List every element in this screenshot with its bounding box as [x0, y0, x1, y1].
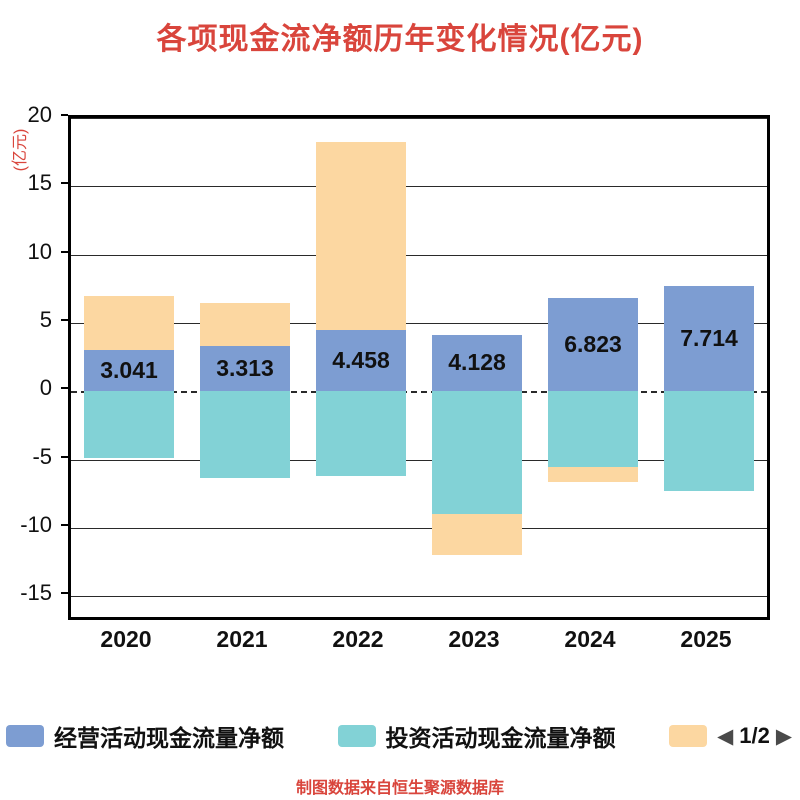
bar-segment-series3-2021[interactable]: [200, 302, 290, 347]
y-tick-mark: [61, 250, 68, 253]
gridline: [71, 186, 767, 188]
bar-segment-operating-2022[interactable]: [316, 330, 406, 392]
chart-title: 各项现金流净额历年变化情况(亿元): [156, 23, 644, 56]
y-tick-mark: [61, 524, 68, 527]
bar-value-label: 6.823: [564, 330, 622, 357]
bar-segment-series3-2023[interactable]: [432, 514, 522, 556]
x-axis: 2020 2021 2022 2023 2024 2025: [68, 626, 770, 662]
y-tick-mark: [61, 592, 68, 595]
gridline: [71, 323, 767, 325]
legend-item-operating[interactable]: 经营活动现金流量净额: [6, 719, 284, 753]
legend-next-icon[interactable]: ▶: [775, 724, 792, 748]
bar-segment-series3-2020[interactable]: [84, 295, 174, 350]
bar-segment-investing-2025[interactable]: [664, 391, 754, 492]
y-tick-mark: [61, 114, 68, 116]
x-tick-label: 2021: [216, 626, 268, 652]
bar-segment-investing-2024[interactable]: [548, 391, 638, 467]
gridline: [71, 528, 767, 530]
bar-segment-investing-2020[interactable]: [84, 391, 174, 459]
bar-value-label: 4.458: [332, 346, 390, 373]
y-tick-label: 5: [39, 307, 52, 333]
legend-pager: ◀ 1/2 ▶: [717, 723, 792, 749]
legend-label-investing: 投资活动现金流量净额: [385, 725, 616, 751]
legend-item-investing[interactable]: 投资活动现金流量净额: [337, 719, 616, 753]
bar-segment-investing-2021[interactable]: [200, 391, 290, 478]
gridline: [71, 118, 767, 119]
y-tick-label: -5: [32, 443, 52, 469]
legend-swatch-series3: [669, 725, 708, 747]
zero-gridline: [71, 391, 767, 394]
y-tick-mark: [61, 455, 68, 458]
legend-prev-icon[interactable]: ◀: [717, 724, 734, 748]
bar-value-label: 4.128: [448, 349, 506, 376]
x-tick-label: 2024: [564, 626, 616, 652]
gridline: [71, 254, 767, 256]
bar-segment-operating-2024[interactable]: [548, 298, 638, 392]
y-tick-mark: [61, 387, 68, 390]
bar-segment-operating-2021[interactable]: [200, 346, 290, 392]
x-tick-label: 2022: [332, 626, 384, 652]
y-tick-label: -15: [20, 580, 52, 606]
bar-segment-investing-2023[interactable]: [432, 391, 522, 515]
y-tick-mark: [61, 182, 68, 185]
x-tick-label: 2023: [448, 626, 500, 652]
bar-value-label: 7.714: [680, 324, 738, 351]
legend: 经营活动现金流量净额 投资活动现金流量净额 ◀ 1/2 ▶: [6, 720, 792, 752]
bar-value-label: 3.313: [216, 354, 274, 381]
bar-segment-operating-2025[interactable]: [664, 285, 754, 392]
bar-value-label: 3.041: [100, 356, 158, 383]
y-tick-label: -10: [20, 512, 52, 538]
bar-segment-operating-2023[interactable]: [432, 334, 522, 392]
y-tick-mark: [61, 319, 68, 322]
y-tick-label: 20: [27, 102, 52, 127]
legend-page-indicator: 1/2: [739, 723, 770, 748]
legend-label-operating: 经营活动现金流量净额: [54, 725, 284, 751]
legend-swatch-investing: [337, 725, 376, 747]
data-source-note: 制图数据来自恒生聚源数据库: [295, 780, 504, 797]
x-tick-label: 2025: [680, 626, 732, 652]
bar-segment-operating-2020[interactable]: [84, 349, 174, 392]
legend-item-series3[interactable]: ◀ 1/2 ▶: [669, 723, 792, 749]
y-tick-label: 10: [27, 238, 52, 264]
bar-segment-series3-2022[interactable]: [316, 141, 406, 331]
y-tick-label: 0: [39, 375, 52, 401]
plot-area: 3.041 3.313 4.458 4.128 6.823 7.714: [68, 115, 770, 620]
bar-segment-series3-2024[interactable]: [548, 466, 638, 482]
gridline: [71, 459, 767, 461]
legend-swatch-operating: [6, 725, 44, 747]
y-axis: 20 15 10 5 0 -5 -10 -15: [0, 102, 68, 620]
x-tick-label: 2020: [100, 626, 152, 652]
bar-segment-investing-2022[interactable]: [316, 391, 406, 477]
gridline: [71, 596, 767, 598]
y-tick-label: 15: [27, 170, 52, 196]
